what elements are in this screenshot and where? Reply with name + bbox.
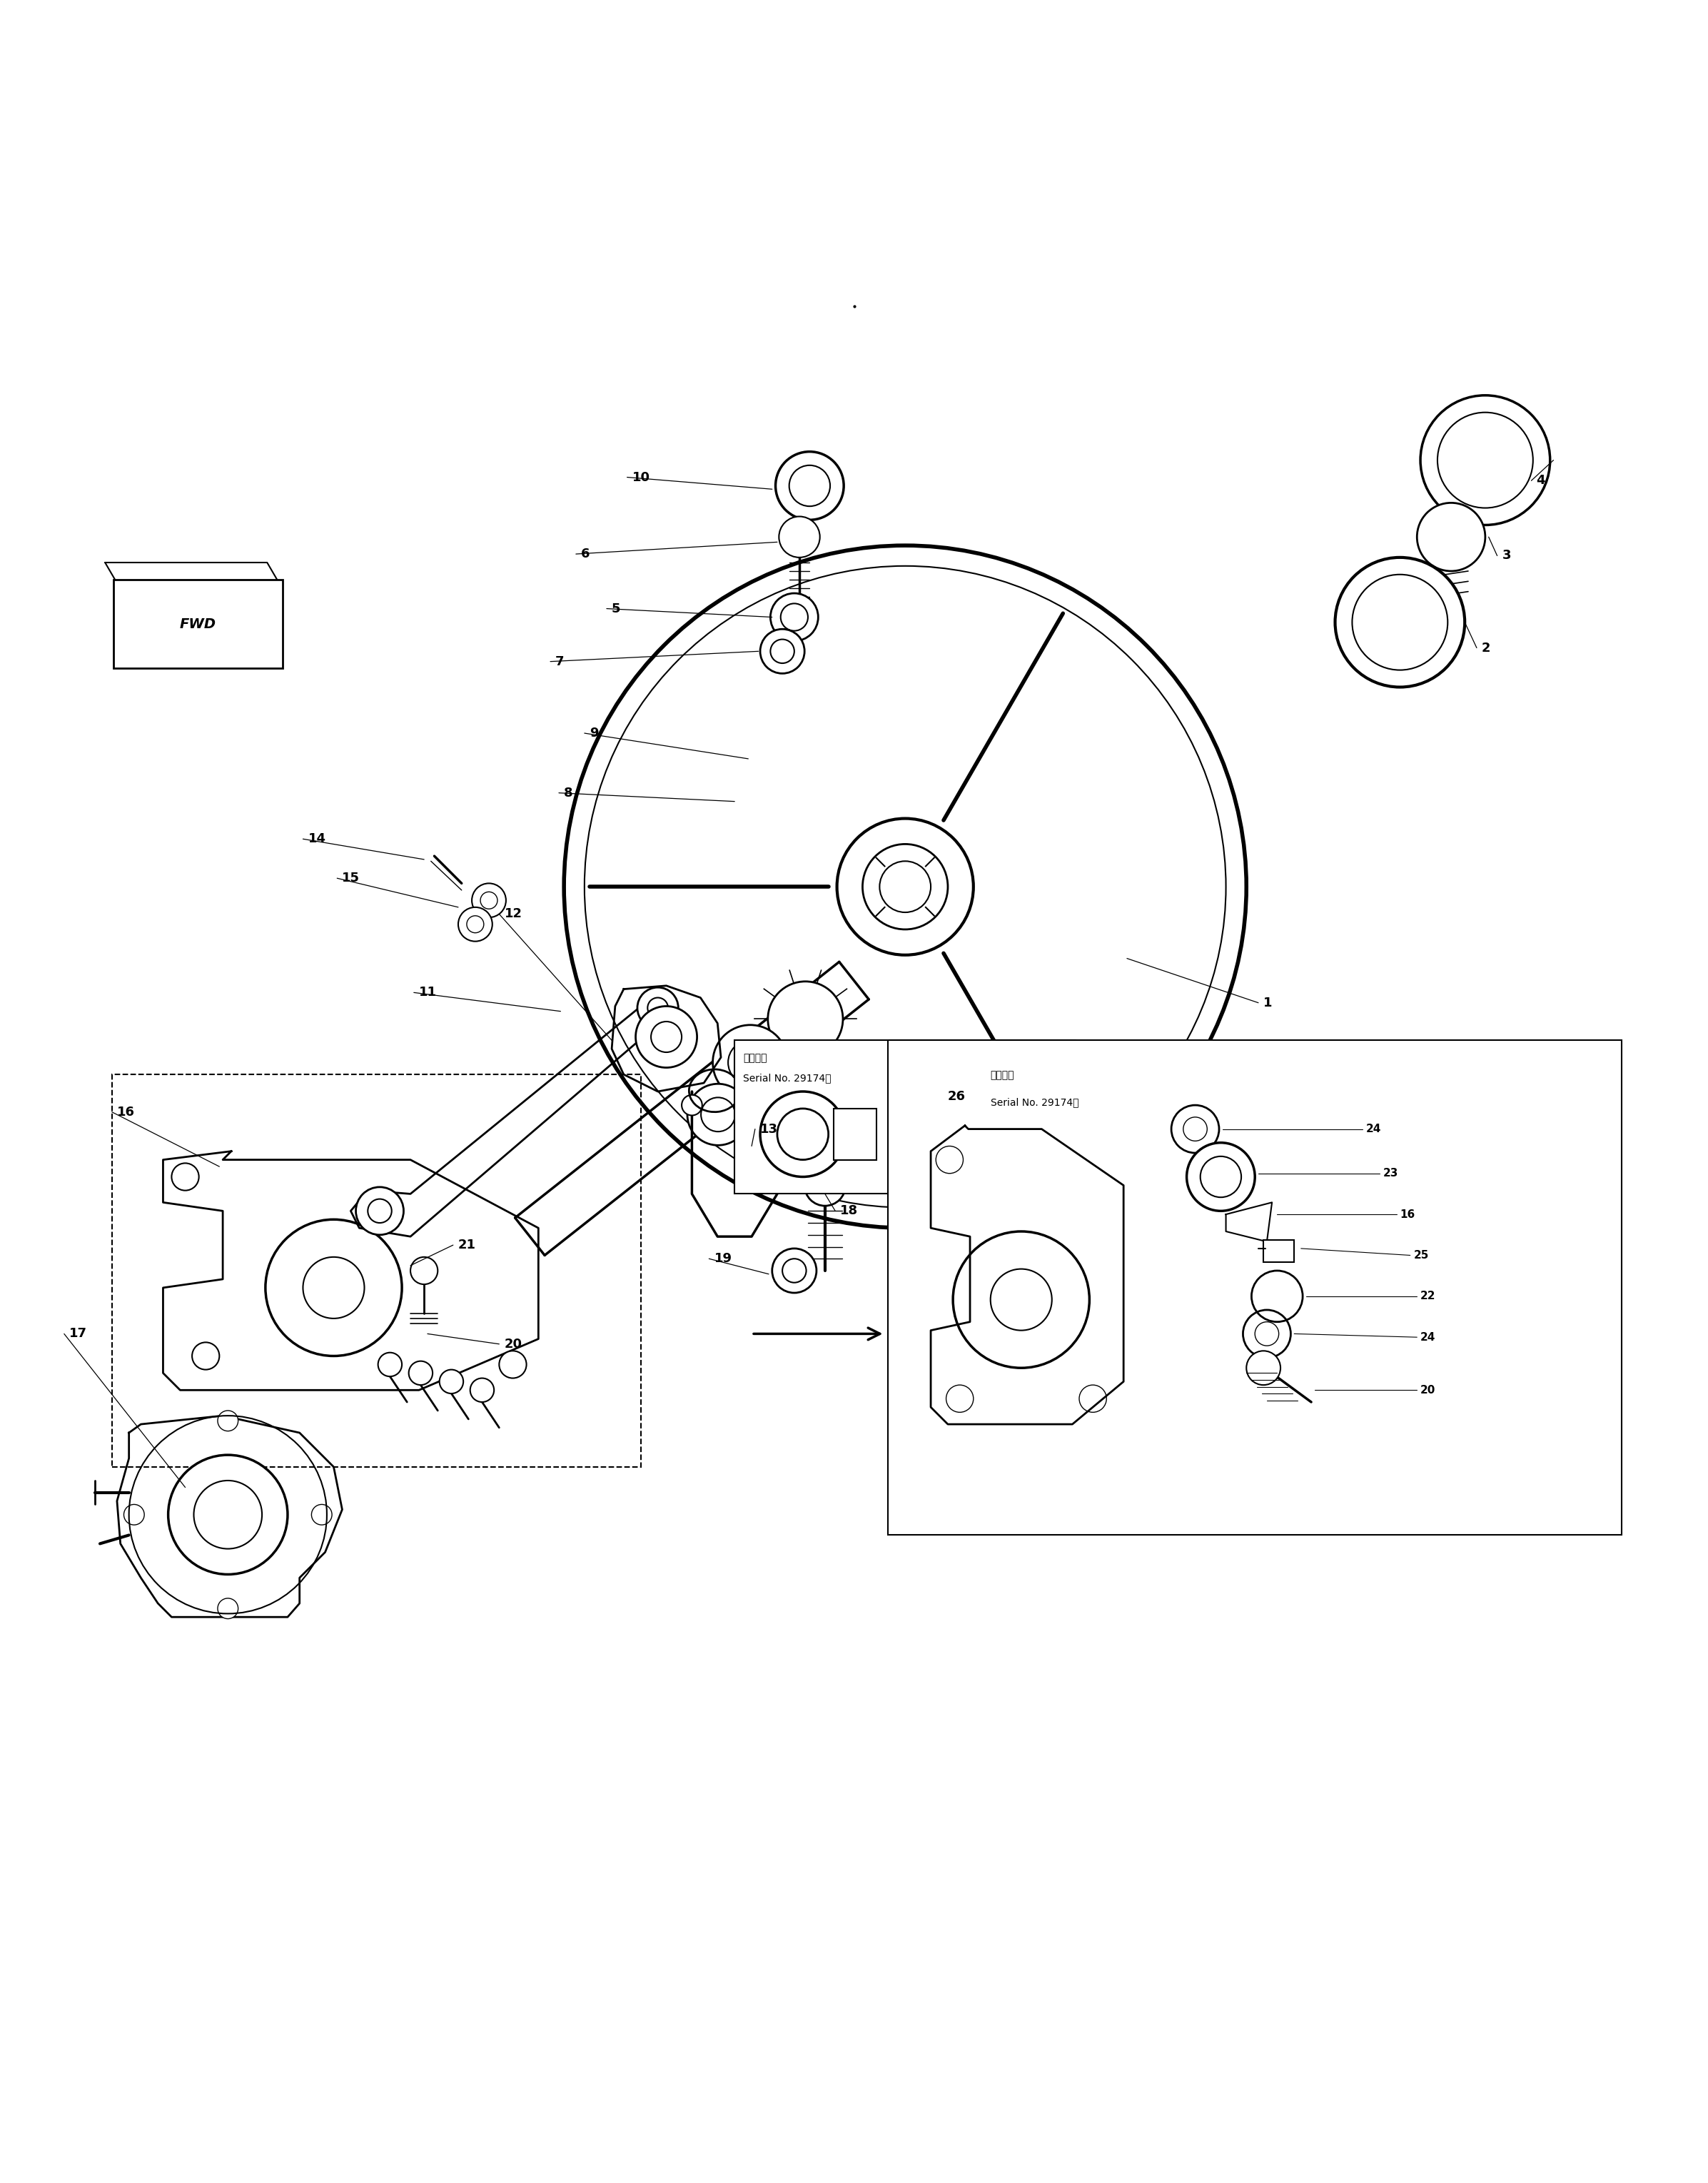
Circle shape bbox=[728, 1041, 772, 1085]
Text: 3: 3 bbox=[1503, 550, 1512, 563]
Circle shape bbox=[769, 982, 844, 1057]
Polygon shape bbox=[1226, 1203, 1272, 1242]
Circle shape bbox=[772, 1249, 816, 1292]
Circle shape bbox=[217, 1410, 237, 1432]
Text: 25: 25 bbox=[1414, 1251, 1430, 1260]
Circle shape bbox=[770, 594, 818, 642]
Circle shape bbox=[782, 1260, 806, 1284]
Circle shape bbox=[410, 1257, 437, 1284]
Circle shape bbox=[499, 1351, 526, 1377]
Circle shape bbox=[1336, 557, 1465, 688]
Circle shape bbox=[408, 1360, 432, 1384]
Circle shape bbox=[480, 893, 497, 908]
Circle shape bbox=[651, 1022, 681, 1052]
Circle shape bbox=[700, 1098, 734, 1131]
Circle shape bbox=[265, 1220, 401, 1356]
Circle shape bbox=[193, 1480, 261, 1548]
Text: 11: 11 bbox=[418, 987, 437, 1000]
Circle shape bbox=[191, 1343, 219, 1369]
Circle shape bbox=[355, 1188, 403, 1236]
Text: 2: 2 bbox=[1483, 642, 1491, 655]
Text: 16: 16 bbox=[118, 1105, 135, 1118]
Circle shape bbox=[1187, 1142, 1255, 1212]
Circle shape bbox=[804, 1166, 845, 1205]
Circle shape bbox=[712, 1026, 787, 1100]
Circle shape bbox=[167, 1454, 287, 1574]
Circle shape bbox=[439, 1369, 463, 1393]
Text: Serial No. 29174～: Serial No. 29174～ bbox=[743, 1074, 832, 1083]
Circle shape bbox=[1247, 1351, 1281, 1384]
Text: 23: 23 bbox=[1383, 1168, 1399, 1179]
Circle shape bbox=[217, 1598, 237, 1620]
Text: 5: 5 bbox=[611, 603, 620, 616]
Circle shape bbox=[302, 1257, 364, 1319]
Text: 4: 4 bbox=[1537, 474, 1546, 487]
Circle shape bbox=[781, 603, 808, 631]
Text: 22: 22 bbox=[1421, 1290, 1436, 1301]
Text: 13: 13 bbox=[760, 1122, 779, 1135]
Text: 7: 7 bbox=[555, 655, 564, 668]
Text: Serial No. 29174～: Serial No. 29174～ bbox=[991, 1098, 1079, 1107]
Circle shape bbox=[635, 1006, 697, 1067]
Circle shape bbox=[637, 987, 678, 1028]
Circle shape bbox=[789, 465, 830, 506]
Text: 9: 9 bbox=[589, 727, 598, 740]
Text: 12: 12 bbox=[504, 908, 523, 921]
Text: 1: 1 bbox=[1264, 995, 1272, 1009]
Text: 21: 21 bbox=[458, 1238, 477, 1251]
Text: 14: 14 bbox=[307, 832, 326, 845]
Circle shape bbox=[311, 1504, 331, 1526]
Circle shape bbox=[647, 998, 668, 1017]
Circle shape bbox=[779, 517, 820, 557]
Circle shape bbox=[681, 1096, 702, 1116]
Circle shape bbox=[770, 640, 794, 664]
Circle shape bbox=[687, 1083, 748, 1146]
Text: 26: 26 bbox=[948, 1089, 965, 1102]
Bar bbox=[113, 1074, 640, 1467]
Text: 24: 24 bbox=[1366, 1124, 1382, 1135]
Circle shape bbox=[1252, 1271, 1303, 1323]
Circle shape bbox=[767, 1096, 787, 1116]
Text: 6: 6 bbox=[581, 548, 589, 561]
Text: 18: 18 bbox=[840, 1205, 859, 1218]
Bar bbox=[888, 1041, 1621, 1535]
Text: 24: 24 bbox=[1421, 1332, 1436, 1343]
Circle shape bbox=[775, 452, 844, 520]
Bar bbox=[1264, 1240, 1295, 1262]
Text: 19: 19 bbox=[714, 1253, 733, 1266]
Circle shape bbox=[1421, 395, 1551, 524]
Text: 16: 16 bbox=[1401, 1209, 1416, 1220]
Circle shape bbox=[471, 884, 506, 917]
Text: FWD: FWD bbox=[179, 618, 217, 631]
Text: 20: 20 bbox=[1421, 1384, 1436, 1395]
Circle shape bbox=[760, 1092, 845, 1177]
Text: 適用号機: 適用号機 bbox=[743, 1052, 767, 1063]
Bar bbox=[834, 1109, 876, 1159]
Circle shape bbox=[123, 1504, 143, 1526]
FancyBboxPatch shape bbox=[114, 581, 282, 668]
Bar bbox=[734, 1041, 1076, 1194]
Circle shape bbox=[470, 1377, 494, 1401]
Circle shape bbox=[466, 915, 483, 932]
Text: 15: 15 bbox=[342, 871, 360, 884]
Text: 10: 10 bbox=[632, 472, 651, 485]
Text: 適用号機: 適用号機 bbox=[991, 1070, 1015, 1081]
Text: 17: 17 bbox=[70, 1327, 87, 1340]
Circle shape bbox=[760, 629, 804, 675]
Circle shape bbox=[171, 1164, 198, 1190]
Circle shape bbox=[1418, 502, 1486, 572]
Text: 8: 8 bbox=[564, 786, 572, 799]
Circle shape bbox=[458, 908, 492, 941]
Text: 20: 20 bbox=[504, 1338, 523, 1351]
Circle shape bbox=[377, 1353, 401, 1377]
Circle shape bbox=[367, 1198, 391, 1222]
